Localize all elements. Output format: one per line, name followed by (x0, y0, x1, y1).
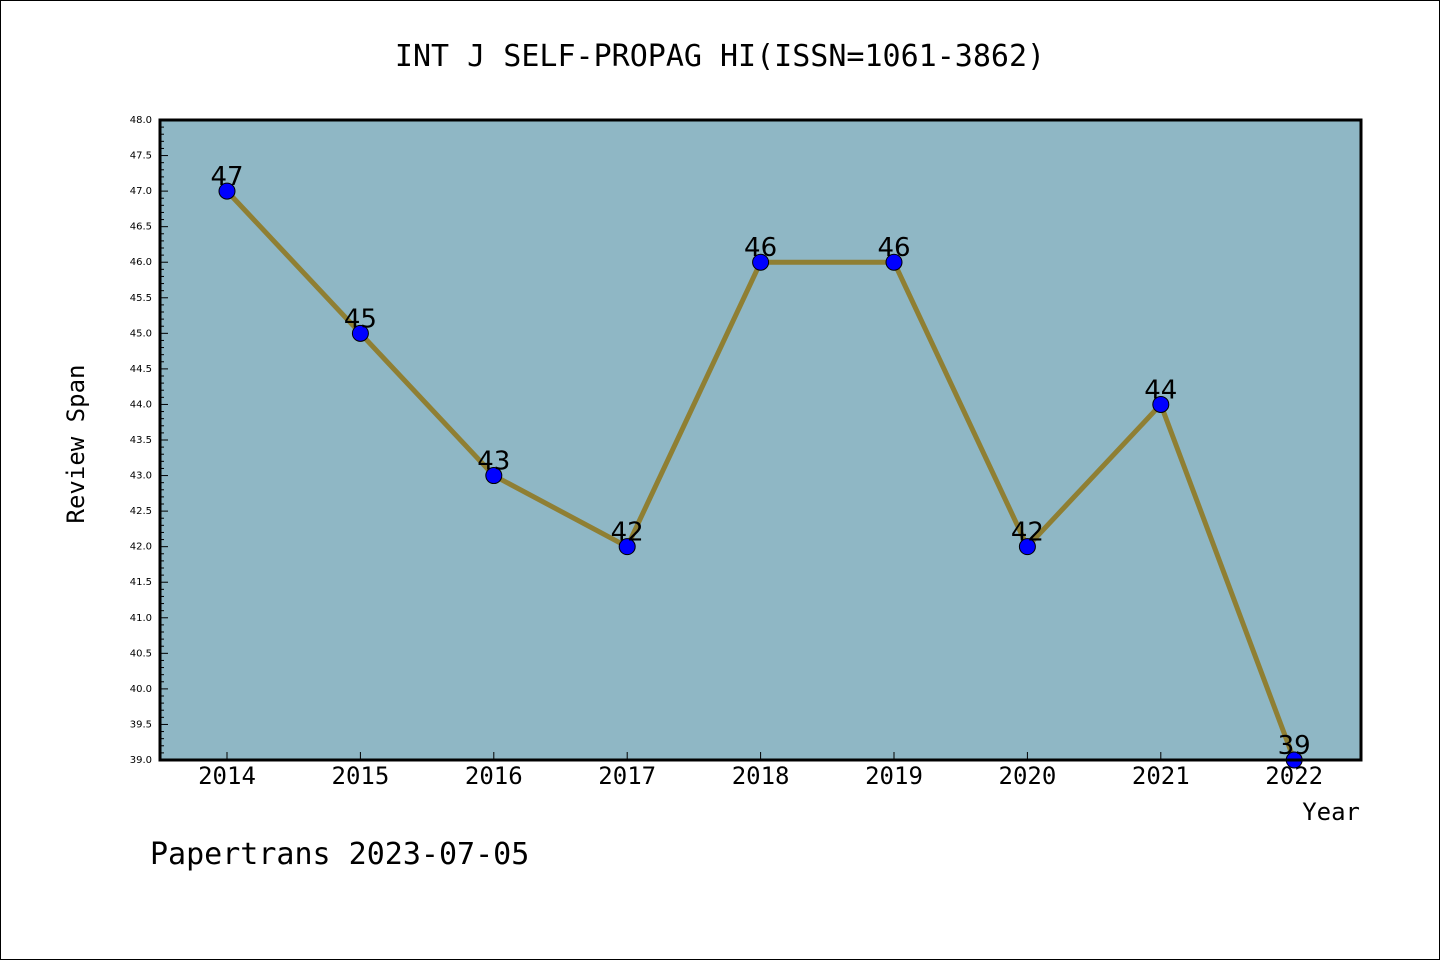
x-tick-label: 2021 (1132, 762, 1190, 790)
x-axis: 2014 2015 2016 2017 2018 2019 2020 2021 2022 (198, 752, 1323, 790)
data-label: 46 (877, 233, 910, 263)
data-point (1018, 538, 1036, 556)
data-point (351, 324, 369, 342)
y-tick-label: 41.5 (130, 577, 152, 588)
x-tick-label: 2014 (198, 762, 256, 790)
data-point (618, 538, 636, 556)
x-tick-label: 2019 (865, 762, 923, 790)
x-axis-label: Year (1302, 798, 1360, 826)
y-tick-label: 40.0 (130, 684, 152, 695)
y-tick-label: 45.5 (130, 293, 152, 304)
data-label: 47 (210, 162, 243, 192)
data-label: 42 (611, 518, 644, 548)
chart-title: INT J SELF-PROPAG HI(ISSN=1061-3862) (395, 39, 1045, 74)
data-label: 46 (744, 233, 777, 263)
y-tick-label: 41.0 (130, 613, 152, 624)
y-tick-label: 40.5 (130, 648, 152, 659)
x-tick-label: 2015 (332, 762, 390, 790)
y-tick-label: 45.0 (130, 328, 152, 339)
data-point (1152, 395, 1170, 413)
x-tick-label: 2016 (465, 762, 523, 790)
y-tick-label: 47.5 (130, 151, 152, 162)
y-tick-label: 43.5 (130, 435, 152, 446)
data-label: 44 (1144, 375, 1177, 405)
plot-border (158, 118, 1363, 762)
data-label: 43 (477, 447, 510, 477)
series: 47 45 43 42 46 46 42 44 39 (210, 162, 1311, 769)
data-label: 45 (344, 304, 377, 334)
y-tick-label: 39.0 (130, 755, 152, 766)
y-tick-label: 43.0 (130, 471, 152, 482)
y-tick-label: 47.0 (130, 186, 152, 197)
y-tick-label: 39.5 (130, 719, 152, 730)
data-point (752, 253, 770, 271)
footer-text: Papertrans 2023-07-05 (150, 837, 529, 872)
y-tick-label: 44.0 (130, 399, 152, 410)
plot-area (160, 120, 1361, 760)
y-tick-label: 46.5 (130, 222, 152, 233)
y-tick-label: 44.5 (130, 364, 152, 375)
y-tick-label: 46.0 (130, 257, 152, 268)
data-point (218, 182, 236, 200)
y-tick-label: 42.0 (130, 542, 152, 553)
y-axis: 39.0 39.5 40.0 40.5 41.0 41.5 42.0 42.5 43.0 43.5… (130, 115, 168, 766)
data-label: 39 (1278, 731, 1311, 761)
y-axis-label: Review Span (62, 365, 90, 524)
x-tick-label: 2020 (999, 762, 1057, 790)
x-tick-label: 2017 (598, 762, 656, 790)
y-tick-label: 42.5 (130, 506, 152, 517)
x-tick-label: 2018 (732, 762, 790, 790)
y-tick-label: 48.0 (130, 115, 152, 126)
data-label: 42 (1011, 518, 1044, 548)
data-point (485, 467, 503, 485)
data-point (885, 253, 903, 271)
